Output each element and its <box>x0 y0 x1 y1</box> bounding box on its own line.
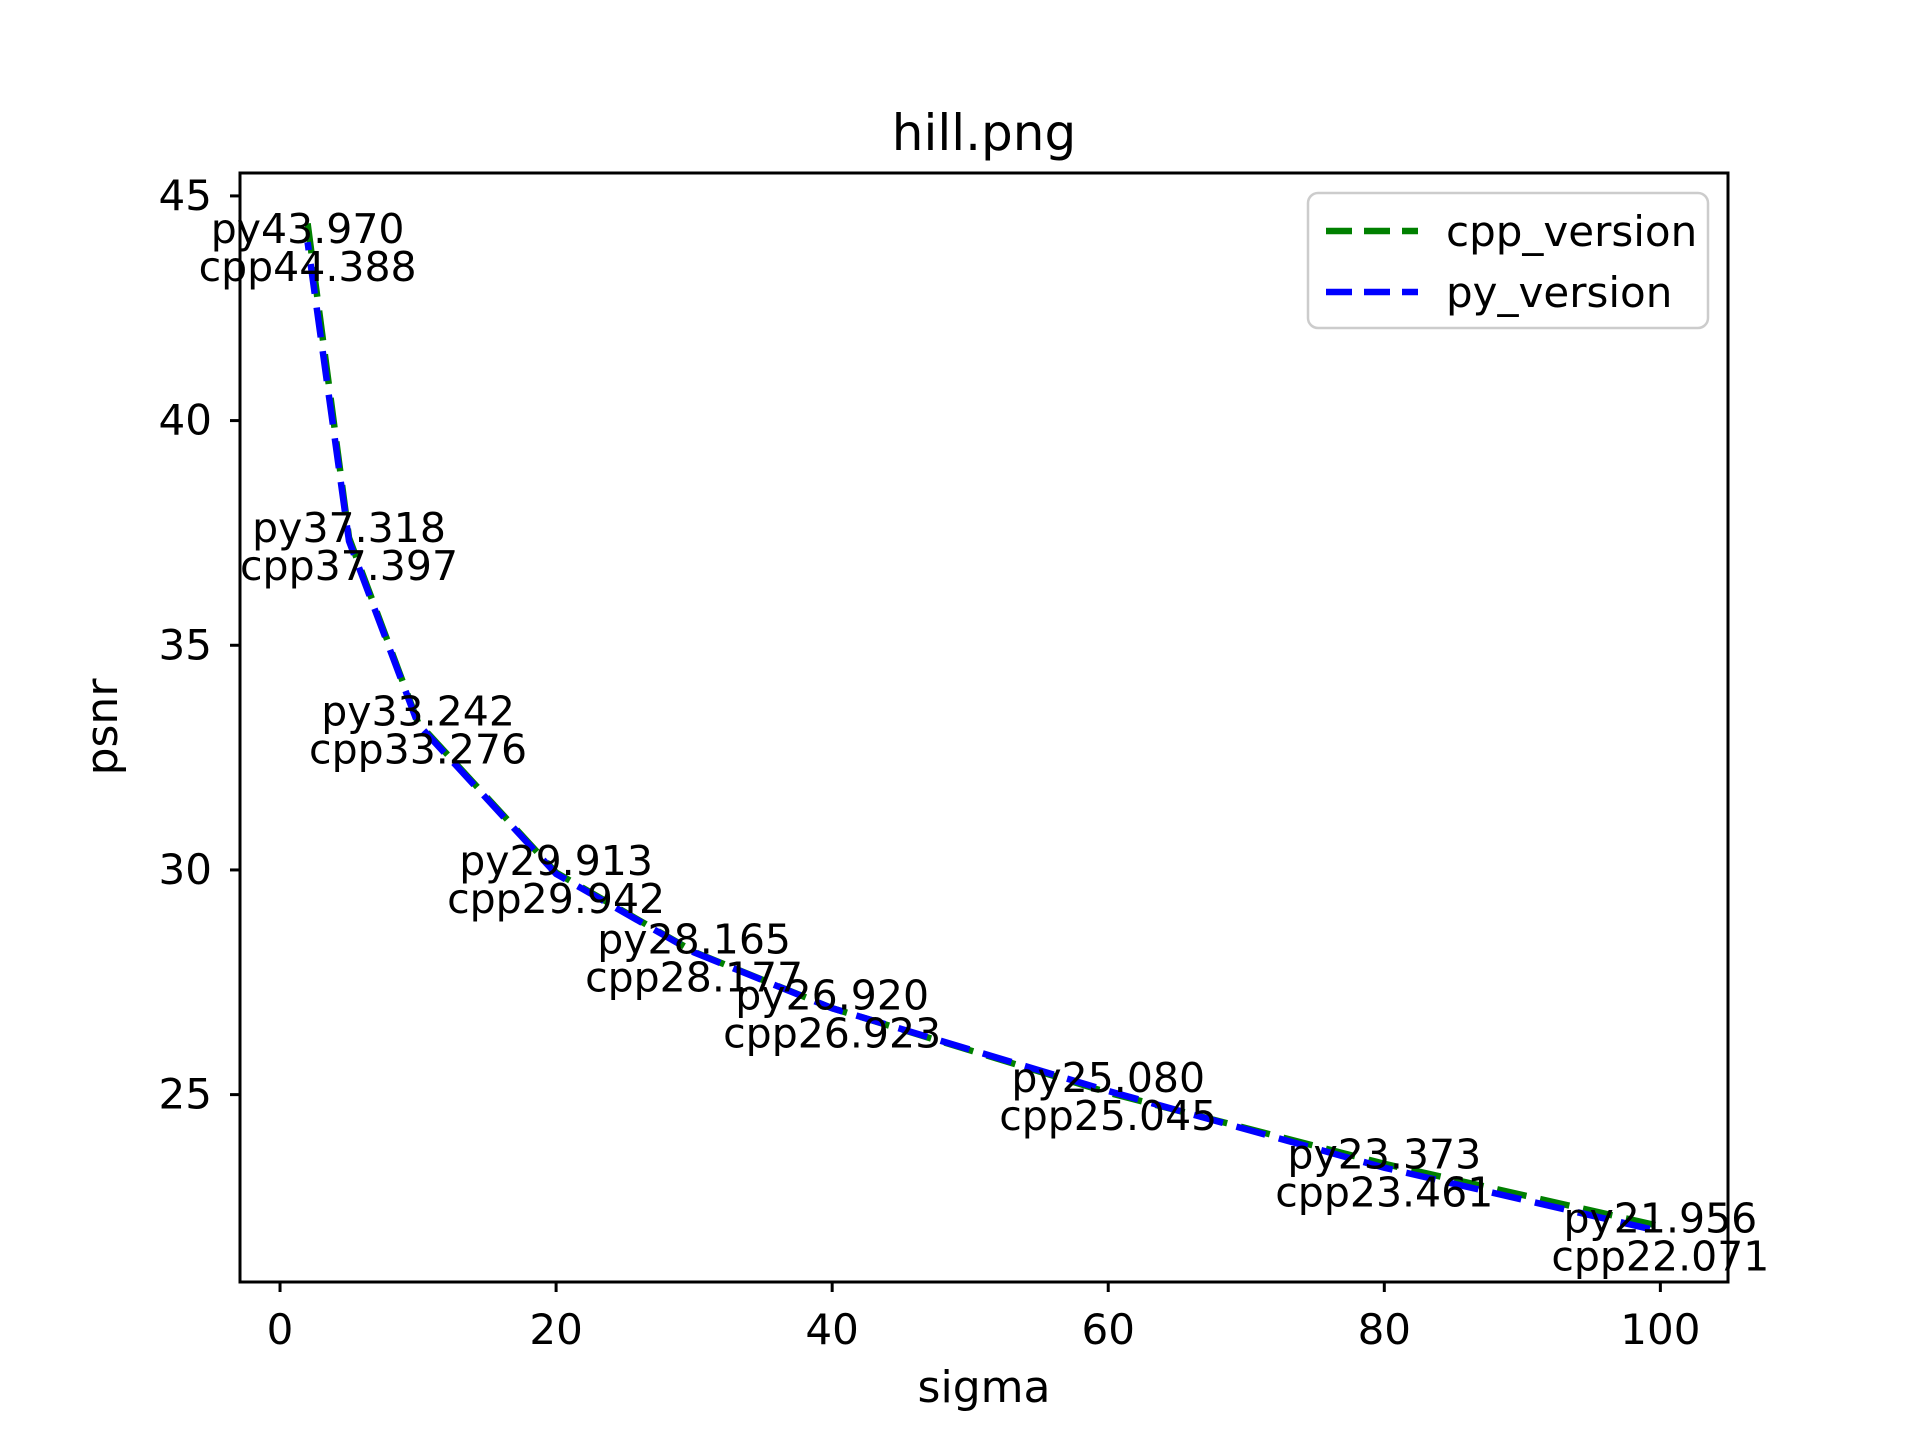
series-lines <box>304 222 1662 1235</box>
legend-label-py-version: py_version <box>1446 268 1672 317</box>
annotation-py_version: py43.970 <box>211 205 405 253</box>
annotation-cpp_version: cpp33.276 <box>309 725 527 773</box>
annotation-cpp_version: cpp37.397 <box>240 542 458 590</box>
y-tick-label: 40 <box>159 396 212 445</box>
annotation-py_version: py29.913 <box>459 837 653 885</box>
y-axis-label: psnr <box>77 678 128 776</box>
annotation-cpp_version: cpp26.923 <box>723 1009 941 1057</box>
annotation-py_version: py33.242 <box>321 687 515 735</box>
annotation-cpp_version: cpp23.461 <box>1275 1169 1493 1217</box>
x-tick-label: 80 <box>1358 1305 1411 1354</box>
plot-border <box>238 171 1730 1284</box>
annotation-py_version: py37.318 <box>252 504 446 552</box>
annotation-cpp_version: cpp25.045 <box>999 1092 1217 1140</box>
annotation-py_version: py26.920 <box>735 971 929 1019</box>
y-tick-label: 30 <box>159 845 212 894</box>
x-tick-label: 40 <box>805 1305 858 1354</box>
annotation-py_version: py28.165 <box>597 915 791 963</box>
y-tick-label: 45 <box>159 171 212 220</box>
y-tick-label: 35 <box>159 620 212 669</box>
annotation-cpp_version: cpp22.071 <box>1551 1232 1769 1280</box>
x-axis-label: sigma <box>918 1362 1051 1413</box>
x-tick-label: 60 <box>1082 1305 1135 1354</box>
x-tick-label: 20 <box>529 1305 582 1354</box>
series-line-py_version <box>304 241 1662 1235</box>
chart-title: hill.png <box>892 104 1076 162</box>
legend: cpp_version py_version <box>1306 191 1710 330</box>
annotation-py_version: py23.373 <box>1287 1131 1481 1179</box>
y-axis-ticks: 25 30 35 40 45 <box>159 171 240 1119</box>
annotation-cpp_version: cpp29.942 <box>447 875 665 923</box>
annotation-cpp_version: cpp44.388 <box>199 243 417 291</box>
x-tick-label: 0 <box>267 1305 294 1354</box>
annotation-cpp_version: cpp28.177 <box>585 953 803 1001</box>
x-axis-ticks: 0 20 40 60 80 100 <box>267 1282 1700 1354</box>
annotation-py_version: py25.080 <box>1011 1054 1205 1102</box>
annotation-py_version: py21.956 <box>1563 1194 1757 1242</box>
legend-label-cpp-version: cpp_version <box>1446 207 1697 256</box>
y-tick-label: 25 <box>159 1070 212 1119</box>
x-tick-label: 100 <box>1620 1305 1700 1354</box>
